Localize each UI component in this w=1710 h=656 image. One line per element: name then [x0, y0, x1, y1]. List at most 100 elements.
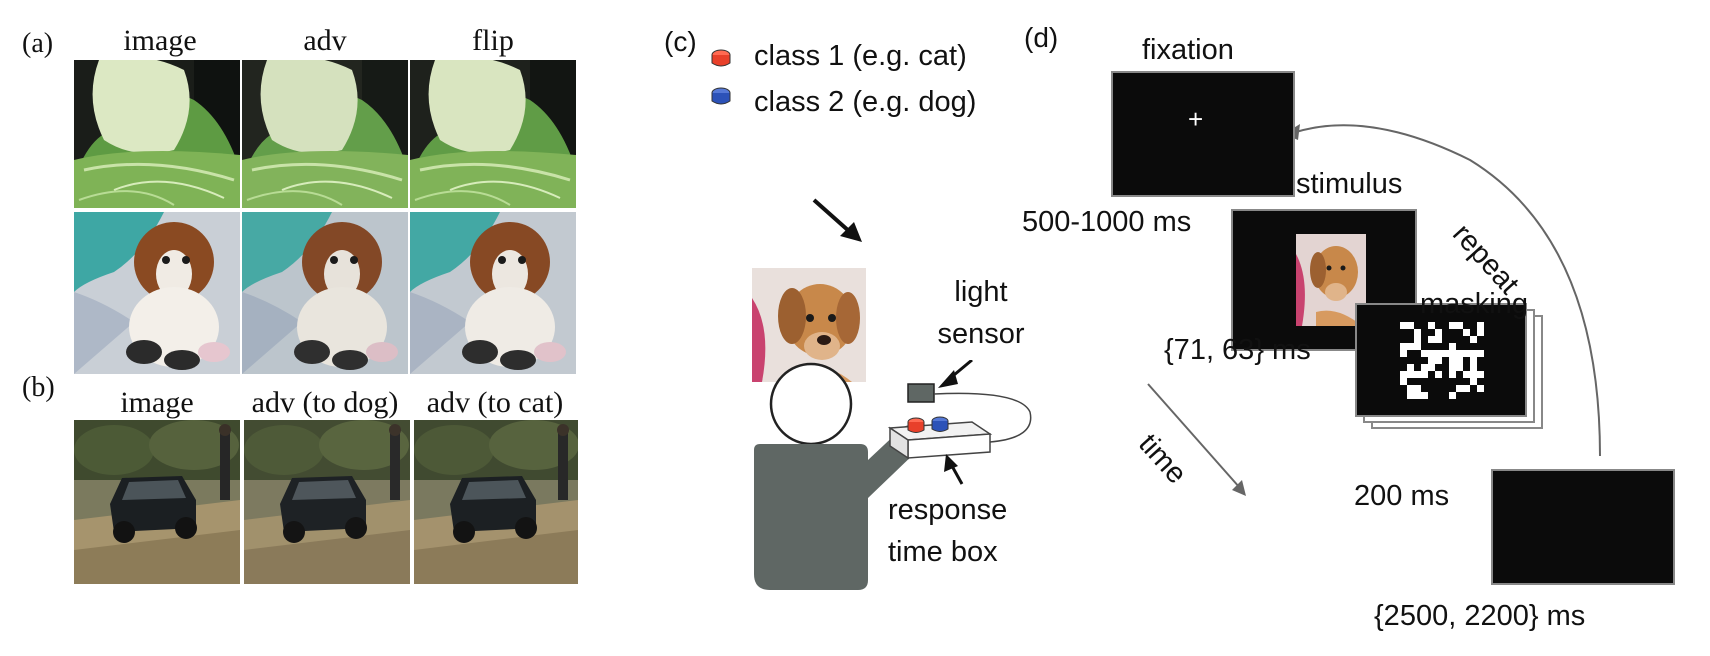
- light-sensor-icon: [907, 383, 935, 403]
- dog-blanket-flip-image: [410, 212, 576, 374]
- mask-pixel: [1435, 336, 1442, 343]
- cabbage-flip-image: [410, 60, 576, 208]
- mask-pixel: [1421, 364, 1428, 371]
- fixation-duration-label: 500-1000 ms: [1022, 206, 1192, 238]
- panel-b-col-adv-cat: adv (to cat): [426, 386, 564, 419]
- mask-pixel: [1428, 357, 1435, 364]
- panel-b-letter: (b): [22, 372, 55, 403]
- legend-class-2-label: class 2 (e.g. dog): [754, 86, 977, 118]
- suv-adv-cat-image: [414, 420, 578, 584]
- mask-pixel: [1470, 364, 1477, 371]
- light-sensor-label-line1: light: [954, 276, 1008, 308]
- mask-pixel: [1477, 322, 1484, 329]
- repeat-arc: [1295, 124, 1601, 457]
- fixation-label: fixation: [1142, 34, 1234, 66]
- trial-sequence: [1111, 71, 1675, 585]
- mask-pixel: [1414, 371, 1421, 378]
- mask-pixel: [1456, 322, 1463, 329]
- mask-noise-pattern: [1400, 322, 1484, 399]
- panel-a-letter: (a): [22, 28, 54, 59]
- mask-pixel: [1400, 371, 1407, 378]
- mask-pixel: [1428, 350, 1435, 357]
- mask-pixel: [1449, 322, 1456, 329]
- arrow-to-stimulus-icon: [812, 198, 862, 242]
- mask-pixel: [1470, 371, 1477, 378]
- mask-pixel: [1414, 392, 1421, 399]
- mask-pixel: [1456, 364, 1463, 371]
- mask-pixel: [1435, 329, 1442, 336]
- mask-pixel: [1407, 364, 1414, 371]
- mask-pixel: [1400, 322, 1407, 329]
- mask-pixel: [1477, 371, 1484, 378]
- legend-class-1-label: class 1 (e.g. cat): [754, 40, 967, 72]
- mask-pixel: [1442, 350, 1449, 357]
- mask-pixel: [1421, 392, 1428, 399]
- mask-pixel: [1449, 343, 1456, 350]
- mask-pixel: [1449, 371, 1456, 378]
- panel-b-col-adv-dog: adv (to dog): [251, 386, 399, 419]
- mask-pixel: [1463, 329, 1470, 336]
- mask-pixel: [1407, 371, 1414, 378]
- mask-duration-label: 200 ms: [1354, 480, 1450, 512]
- mask-pixel: [1414, 329, 1421, 336]
- mask-pixel: [1449, 357, 1456, 364]
- mask-pixel: [1428, 364, 1435, 371]
- mask-pixel: [1449, 392, 1456, 399]
- mask-pixel: [1435, 350, 1442, 357]
- mask-pixel: [1407, 322, 1414, 329]
- response-box-label-line1: response: [888, 494, 1008, 526]
- blank-screen: [1491, 469, 1675, 585]
- mask-pixel: [1428, 336, 1435, 343]
- cabbage-adv-image: [242, 60, 408, 208]
- masking-label: masking: [1420, 288, 1528, 320]
- mask-pixel: [1435, 357, 1442, 364]
- panel-b-col-image: image: [120, 386, 194, 419]
- mask-pixel: [1470, 357, 1477, 364]
- mask-pixel: [1421, 350, 1428, 357]
- participant-body-icon: [754, 425, 924, 590]
- panel-c-letter: (c): [664, 26, 697, 57]
- stimulus-duration-label: {71, 63} ms: [1164, 334, 1311, 366]
- mask-pixel: [1407, 392, 1414, 399]
- dog-blanket-image: [74, 212, 240, 374]
- mask-pixel: [1477, 329, 1484, 336]
- legend-buttons: [711, 49, 731, 105]
- mask-pixel: [1456, 357, 1463, 364]
- blank-duration-label: {2500, 2200} ms: [1374, 600, 1586, 632]
- dog-blanket-adv-image: [242, 212, 408, 374]
- mask-pixel: [1428, 322, 1435, 329]
- mask-pixel: [1470, 378, 1477, 385]
- participant-setup: [754, 360, 1032, 590]
- mask-pixel: [1400, 378, 1407, 385]
- time-arrow: [1147, 383, 1241, 489]
- mask-pixel: [1463, 385, 1470, 392]
- mask-pixel: [1400, 343, 1407, 350]
- mask-pixel: [1414, 336, 1421, 343]
- panel-a-col-adv: adv: [303, 24, 347, 57]
- cabbage-image: [74, 60, 240, 208]
- mask-pixel: [1456, 350, 1463, 357]
- mask-pixel: [1421, 371, 1428, 378]
- mask-pixel: [1470, 350, 1477, 357]
- stimulus-label: stimulus: [1296, 168, 1403, 200]
- mask-pixel: [1449, 364, 1456, 371]
- panel-a-col-image: image: [123, 24, 197, 57]
- fixation-cross-icon: +: [1188, 104, 1204, 134]
- suv-adv-dog-image: [244, 420, 410, 584]
- mask-pixel: [1435, 371, 1442, 378]
- mask-pixel: [1456, 385, 1463, 392]
- panel-a-col-flip: flip: [472, 24, 514, 57]
- participant-head-icon: [769, 362, 853, 446]
- suv-image: [74, 420, 240, 584]
- mask-pixel: [1407, 343, 1414, 350]
- mask-pixel: [1407, 385, 1414, 392]
- mask-pixel: [1449, 350, 1456, 357]
- mask-pixel: [1477, 385, 1484, 392]
- mask-pixel: [1463, 371, 1470, 378]
- mask-pixel: [1477, 350, 1484, 357]
- mask-pixel: [1463, 350, 1470, 357]
- time-arrow-head-icon: [1232, 480, 1246, 496]
- response-box-label-line2: time box: [888, 536, 998, 568]
- mask-pixel: [1414, 343, 1421, 350]
- light-sensor-label-line2: sensor: [937, 318, 1025, 350]
